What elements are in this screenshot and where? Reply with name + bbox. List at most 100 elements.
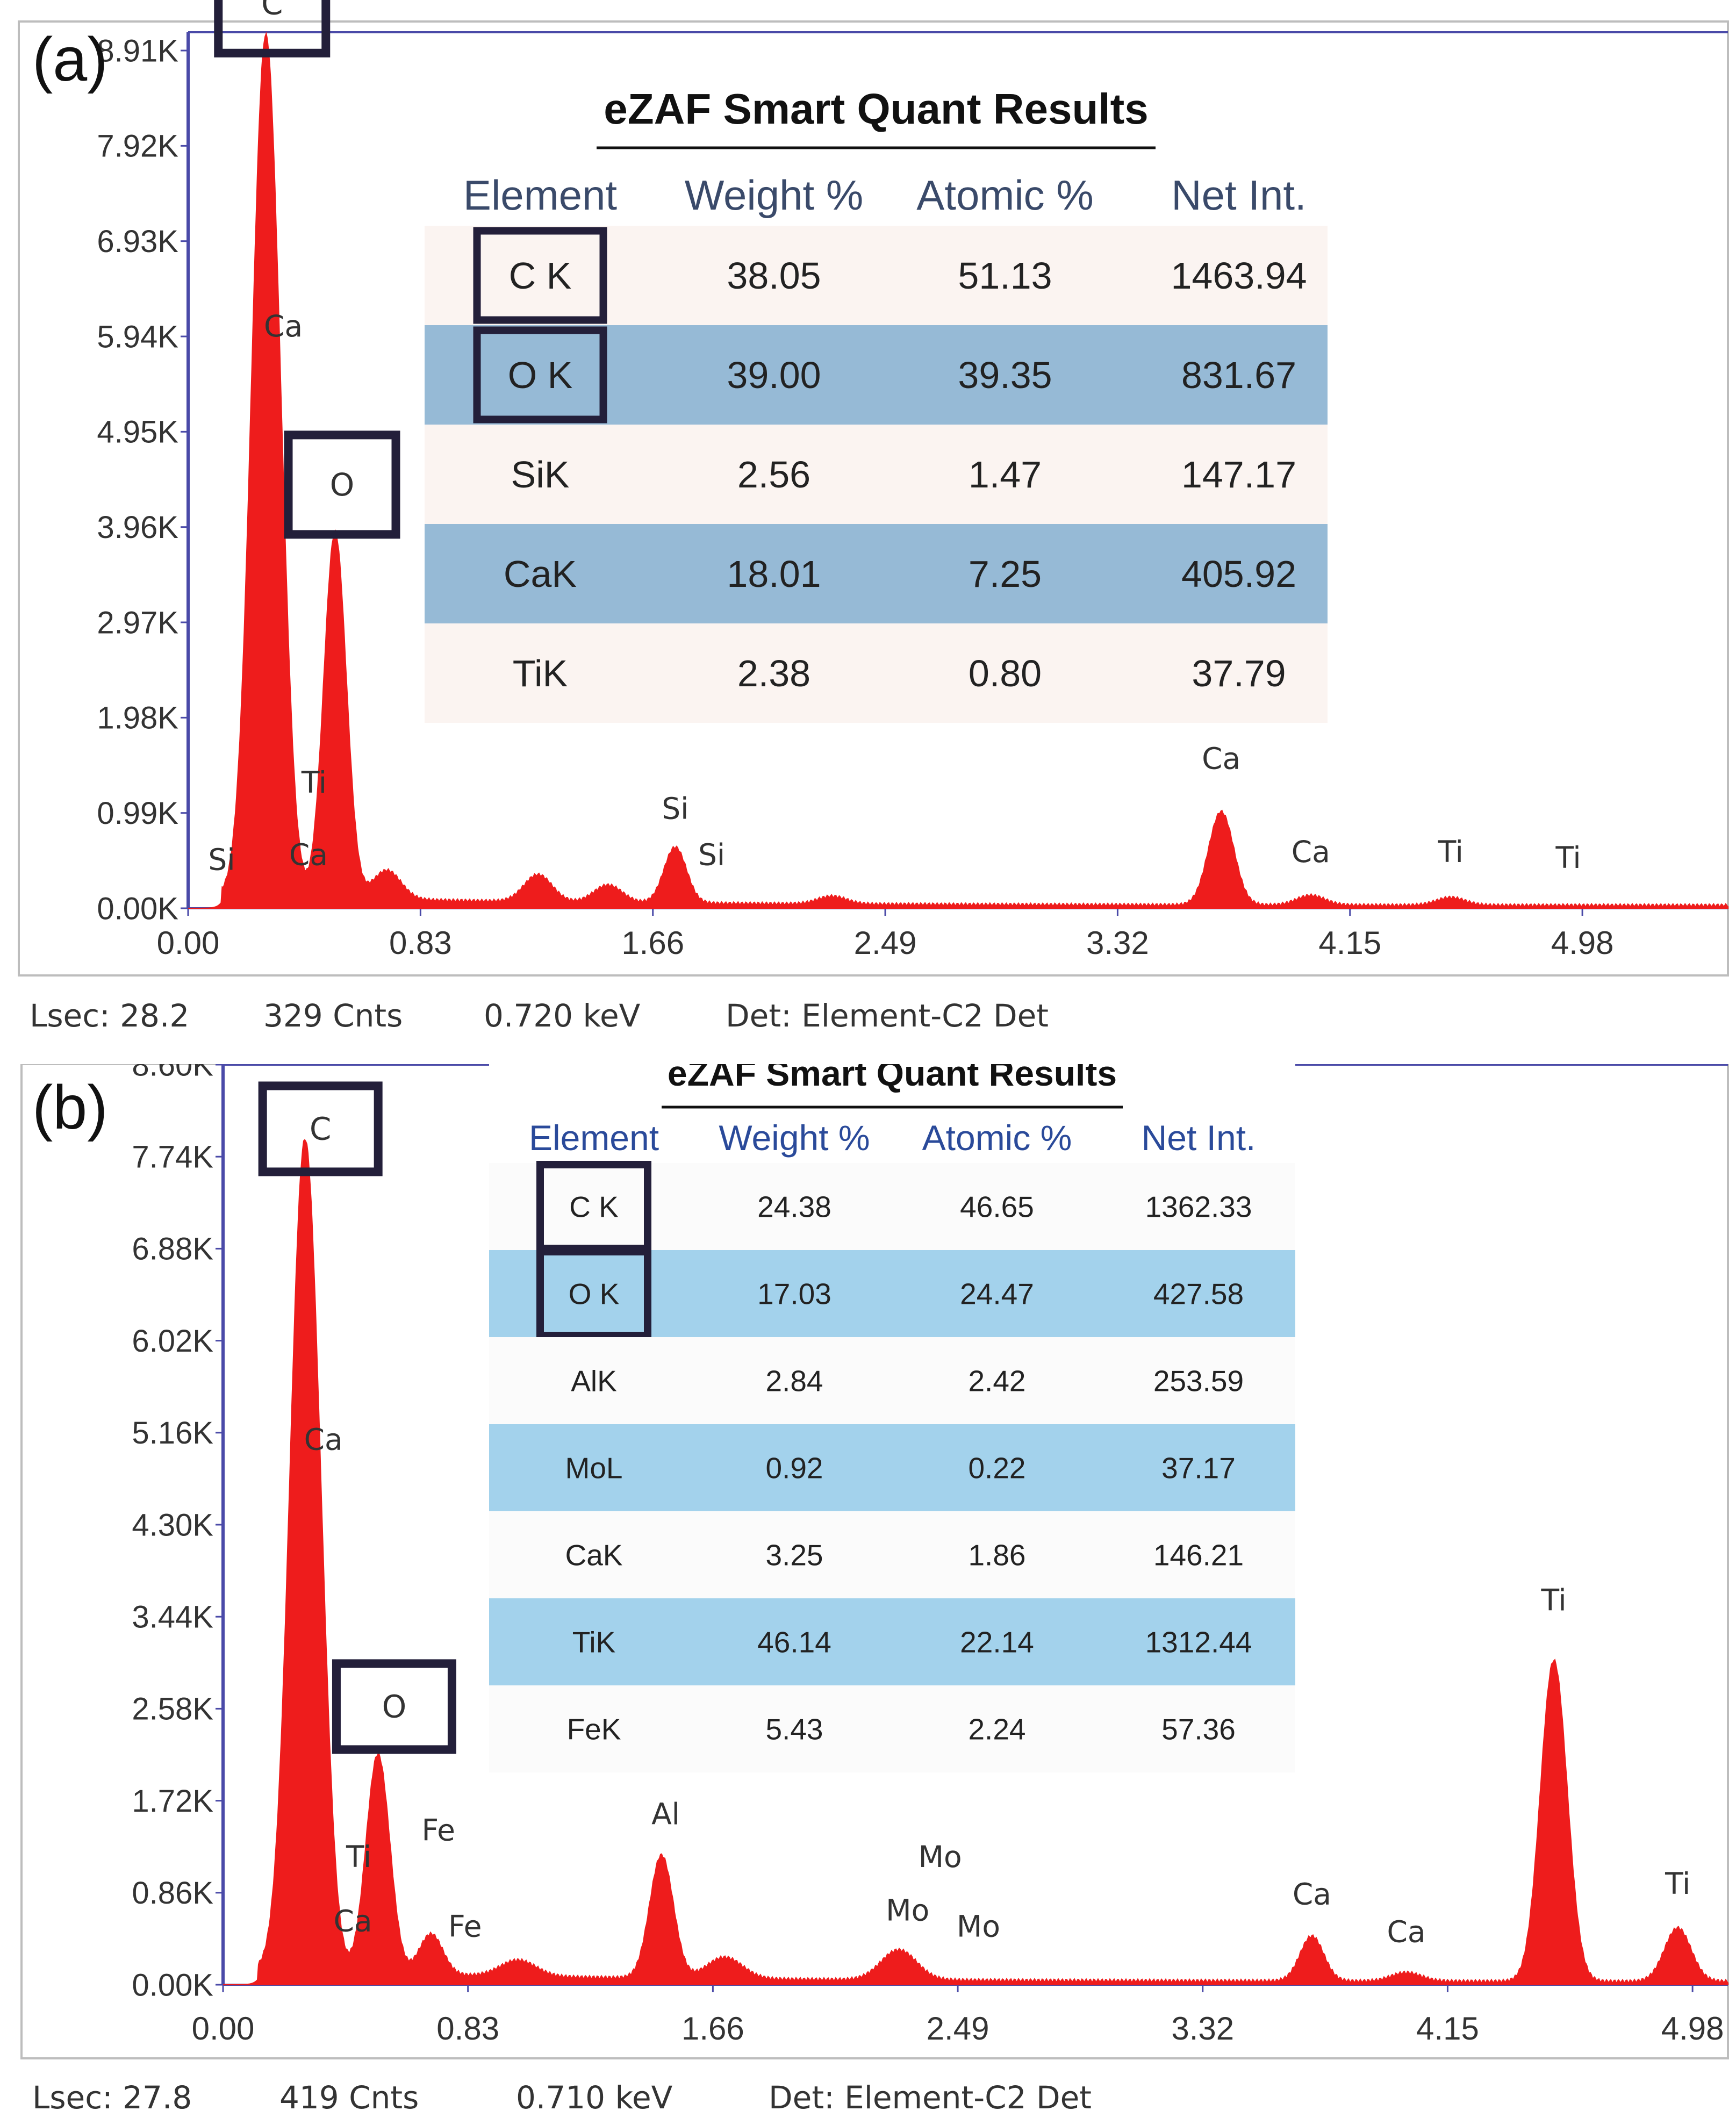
y-tick-label: 5.16K xyxy=(132,1416,213,1451)
peak-label: Fe xyxy=(422,1813,455,1847)
y-tick-label: 8.91K xyxy=(97,33,178,68)
peak-label: Ca xyxy=(1387,1914,1426,1949)
table-value-cell: 427.58 xyxy=(1153,1277,1244,1310)
table-value-cell: 37.79 xyxy=(1192,652,1286,694)
peak-label: Ca xyxy=(1202,741,1240,776)
peak-label: Mo xyxy=(919,1840,962,1874)
x-tick-label: 2.49 xyxy=(927,2011,989,2047)
y-tick-label: 3.96K xyxy=(97,510,178,545)
table-value-cell: 5.43 xyxy=(765,1712,823,1746)
table-value-cell: 38.05 xyxy=(727,255,821,297)
table-value-cell: 46.14 xyxy=(757,1625,831,1659)
table-element-cell: MoL xyxy=(565,1451,623,1484)
table-header: Weight % xyxy=(719,1118,870,1158)
table-value-cell: 57.36 xyxy=(1161,1712,1236,1746)
table-value-cell: 18.01 xyxy=(727,553,821,595)
table-row-bg xyxy=(489,1250,1295,1337)
boxed-peak-label: C xyxy=(261,0,283,22)
y-tick-label: 7.92K xyxy=(97,129,178,164)
table-row-bg xyxy=(489,1511,1295,1598)
table-value-cell: 22.14 xyxy=(960,1625,1034,1659)
spectrum-panel-b: 0.00K 0.86K 1.72K 2.58K 3.44K 4.30K 5.16K 6.02K… xyxy=(0,1064,1736,2125)
y-tick-label: 0.00K xyxy=(132,1968,213,2002)
y-tick-label: 6.93K xyxy=(97,224,178,259)
spectrum-chart-b: 0.00K 0.86K 1.72K 2.58K 3.44K 4.30K 5.16K 6.02K… xyxy=(20,1064,1729,2116)
x-tick-label: 4.15 xyxy=(1416,2011,1479,2047)
peak-label: Ti xyxy=(346,1840,371,1874)
y-tick-label: 1.72K xyxy=(132,1784,213,1819)
peak-label: Mo xyxy=(886,1893,929,1928)
y-tick-label: 8.60K xyxy=(132,1064,213,1082)
table-value-cell: 2.38 xyxy=(737,652,810,694)
x-tick-label: 0.00 xyxy=(157,925,220,961)
peak-label: Ti xyxy=(1665,1866,1690,1901)
table-value-cell: 51.13 xyxy=(958,255,1052,297)
x-tick-label: 0.83 xyxy=(389,925,452,961)
status-kev: 0.710 keV xyxy=(516,2079,673,2116)
peak-label: Si xyxy=(698,837,725,872)
table-header: Atomic % xyxy=(916,171,1093,219)
table-value-cell: 24.38 xyxy=(757,1190,831,1223)
table-header: Net Int. xyxy=(1142,1118,1256,1158)
x-tick-label: 2.49 xyxy=(854,925,917,961)
table-element-cell: SiK xyxy=(511,454,570,496)
table-element-cell: O K xyxy=(508,354,573,396)
table-row-bg xyxy=(425,226,1328,325)
x-tick-label: 1.66 xyxy=(682,2011,744,2047)
spectrum-chart-a: 0.00K 0.99K 1.98K 2.97K 3.96K 4.95K 5.94K 6.93K… xyxy=(18,0,1729,1034)
highlight-box xyxy=(284,430,400,539)
peak-label: Ca xyxy=(1292,835,1330,869)
y-tick-label: 0.99K xyxy=(97,796,178,831)
x-tick-label: 3.32 xyxy=(1171,2011,1234,2047)
table-header: Element xyxy=(463,171,617,219)
peak-label: Mo xyxy=(957,1909,1000,1943)
peak-label: Ca xyxy=(1293,1877,1331,1912)
peak-label: Ca xyxy=(334,1904,372,1938)
table-row-bg xyxy=(489,1163,1295,1250)
table-element-cell: O K xyxy=(569,1277,620,1310)
table-row-bg xyxy=(425,425,1328,524)
boxed-peak-label: C xyxy=(310,1111,332,1147)
x-tick-label: 3.32 xyxy=(1086,925,1149,961)
table-value-cell: 2.84 xyxy=(765,1364,823,1397)
table-value-cell: 39.35 xyxy=(958,354,1052,396)
peak-label: Fe xyxy=(448,1909,482,1943)
peak-label: Ca xyxy=(304,1423,343,1457)
table-row-bg xyxy=(425,623,1328,723)
y-tick-label: 3.44K xyxy=(132,1600,213,1635)
table-row-bg xyxy=(489,1424,1295,1511)
table-value-cell: 17.03 xyxy=(757,1277,831,1310)
table-value-cell: 3.25 xyxy=(765,1538,823,1571)
table-row-bg xyxy=(489,1598,1295,1685)
table-element-cell: TiK xyxy=(513,652,568,694)
spectrum-panel-a: 0.00K 0.99K 1.98K 2.97K 3.96K 4.95K 5.94K 6.93K… xyxy=(18,0,1729,1034)
table-value-cell: 253.59 xyxy=(1153,1364,1244,1397)
table-value-cell: 0.92 xyxy=(765,1451,823,1484)
element-highlight-box xyxy=(536,1248,651,1339)
table-row-bg xyxy=(425,325,1328,425)
boxed-peak-label: O xyxy=(382,1689,407,1725)
spectrum-series xyxy=(188,31,1728,909)
y-tick-label: 0.86K xyxy=(132,1876,213,1911)
table-header: Weight % xyxy=(685,171,863,219)
peak-label: Ti xyxy=(1555,841,1581,875)
y-tick-label: 4.30K xyxy=(132,1507,213,1542)
x-tick-label: 0.00 xyxy=(192,2011,255,2047)
peak-label: Ti xyxy=(1540,1583,1566,1617)
y-tick-label: 6.02K xyxy=(132,1324,213,1359)
y-tick-label: 2.97K xyxy=(97,605,178,640)
table-value-cell: 7.25 xyxy=(969,553,1042,595)
panel-letter: (b) xyxy=(32,1073,108,1142)
x-tick-label: 1.66 xyxy=(621,925,684,961)
x-tick-label: 4.98 xyxy=(1661,2011,1724,2047)
highlight-box xyxy=(332,1659,456,1754)
table-element-cell: C K xyxy=(569,1190,619,1223)
y-tick-label: 1.98K xyxy=(97,701,178,736)
table-row-bg xyxy=(425,524,1328,623)
table-element-cell: CaK xyxy=(504,553,577,595)
status-lsec: Lsec: 28.2 xyxy=(30,997,189,1034)
peak-label: Ti xyxy=(1438,835,1464,869)
spectrum-series xyxy=(223,1139,1728,1985)
table-value-cell: 0.22 xyxy=(968,1451,1025,1484)
panel-letter: (a) xyxy=(32,25,108,94)
